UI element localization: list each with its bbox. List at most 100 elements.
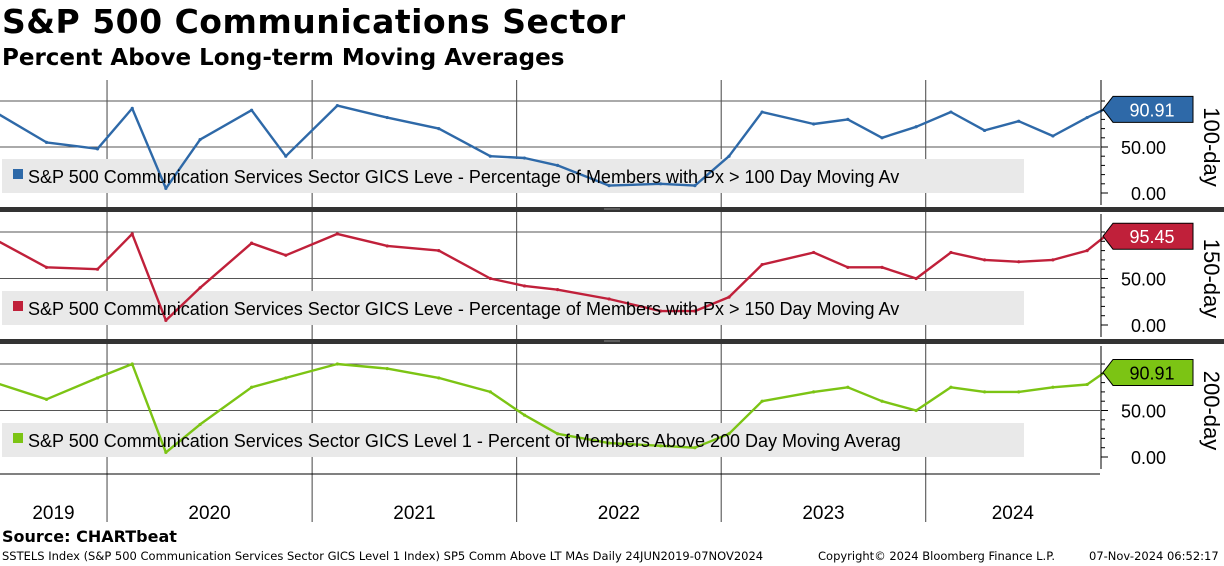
series-point bbox=[555, 432, 560, 436]
series-point bbox=[198, 286, 202, 290]
last-value-label: 90.91 bbox=[1129, 100, 1174, 120]
legend-label: S&P 500 Communication Services Sector GI… bbox=[28, 167, 899, 187]
legend-swatch bbox=[13, 169, 23, 179]
series-point bbox=[949, 385, 953, 389]
panel-side-label: 100-day bbox=[1199, 107, 1224, 187]
series-point bbox=[812, 390, 816, 394]
series-point bbox=[385, 115, 389, 120]
y-tick-label: 50.00 bbox=[1121, 138, 1166, 158]
series-point bbox=[880, 136, 884, 140]
legend-swatch bbox=[13, 301, 23, 311]
series-point bbox=[1017, 260, 1021, 264]
series-point bbox=[760, 262, 764, 267]
y-tick-label: 50.00 bbox=[1121, 270, 1166, 290]
legend-swatch bbox=[13, 433, 23, 443]
series-point bbox=[488, 154, 492, 158]
series-point bbox=[555, 163, 560, 167]
series-point bbox=[522, 284, 527, 288]
series-point bbox=[95, 376, 100, 380]
series-point bbox=[914, 276, 918, 281]
source-label: Source: CHARTbeat bbox=[2, 527, 177, 546]
y-tick-label: 50.00 bbox=[1121, 402, 1166, 422]
series-point bbox=[130, 362, 134, 366]
series-point bbox=[914, 125, 918, 129]
series-point bbox=[659, 444, 663, 448]
x-tick-label: 2019 bbox=[32, 503, 74, 524]
last-value-tag bbox=[1102, 222, 1194, 250]
legend-box bbox=[2, 291, 1024, 325]
last-value-label: 95.45 bbox=[1129, 227, 1174, 247]
series-point bbox=[385, 367, 389, 371]
series-point bbox=[693, 446, 697, 450]
chart-title: S&P 500 Communications Sector bbox=[2, 2, 626, 41]
series-point bbox=[949, 110, 953, 114]
last-value-label: 90.91 bbox=[1129, 363, 1174, 383]
chart-subtitle: Percent Above Long-term Moving Averages bbox=[2, 45, 565, 71]
series-point bbox=[164, 186, 168, 190]
footer-timestamp: 07-Nov-2024 06:52:17 bbox=[1089, 549, 1219, 563]
series-point bbox=[760, 110, 764, 114]
y-tick-label: 0.00 bbox=[1131, 184, 1166, 204]
x-tick-label: 2020 bbox=[188, 503, 230, 524]
series-point bbox=[335, 362, 339, 366]
footer-copyright: Copyright© 2024 Bloomberg Finance L.P. bbox=[818, 549, 1055, 563]
series-point bbox=[198, 138, 202, 142]
series-point bbox=[250, 385, 254, 389]
series-point bbox=[727, 295, 731, 299]
legend-label: S&P 500 Communication Services Sector GI… bbox=[28, 299, 899, 319]
series-point bbox=[164, 450, 168, 454]
series-point bbox=[437, 249, 441, 253]
series-point bbox=[522, 156, 527, 160]
series-point bbox=[555, 288, 560, 292]
series-point bbox=[437, 376, 441, 380]
series-point bbox=[846, 265, 850, 269]
chart-area: 2019 2020 2021 2022 2023 2024 S&P 500 Communic… bbox=[0, 80, 1224, 524]
series-point bbox=[693, 309, 697, 313]
series-point bbox=[335, 104, 339, 108]
series-point bbox=[727, 432, 731, 436]
series-point bbox=[846, 117, 850, 121]
footer-index-description: SSTELS Index (S&P 500 Communication Serv… bbox=[2, 549, 764, 563]
x-tick-label: 2024 bbox=[992, 503, 1035, 524]
panel-side-label: 200-day bbox=[1199, 371, 1224, 451]
series-point bbox=[846, 385, 850, 389]
x-tick-label: 2022 bbox=[598, 503, 640, 524]
series-point bbox=[1085, 249, 1089, 253]
series-point bbox=[812, 122, 816, 126]
series-point bbox=[607, 441, 611, 445]
series-point bbox=[44, 140, 49, 144]
legend-box bbox=[2, 423, 1024, 457]
series-point bbox=[250, 108, 254, 112]
series-point bbox=[1017, 390, 1021, 394]
series-point bbox=[607, 184, 611, 188]
series-point bbox=[95, 147, 100, 151]
series-point bbox=[1085, 382, 1089, 387]
series-point bbox=[130, 106, 134, 110]
series-point bbox=[385, 244, 389, 248]
series-point bbox=[1051, 134, 1055, 138]
series-point bbox=[198, 422, 202, 427]
series-point bbox=[284, 376, 288, 380]
series-point bbox=[1017, 119, 1021, 123]
series-point bbox=[812, 250, 816, 255]
series-point bbox=[982, 258, 987, 262]
series-point bbox=[44, 265, 49, 269]
series-point bbox=[488, 276, 492, 281]
series-point bbox=[1051, 385, 1055, 389]
series-point bbox=[949, 250, 953, 255]
series-point bbox=[659, 182, 663, 186]
series-point bbox=[437, 127, 441, 131]
series-point bbox=[1085, 115, 1089, 120]
series-point bbox=[914, 408, 918, 413]
series-point bbox=[284, 154, 288, 158]
series-point bbox=[693, 184, 697, 188]
series-point bbox=[880, 265, 884, 269]
series-point bbox=[488, 390, 492, 394]
panel-side-label: 150-day bbox=[1199, 239, 1224, 319]
series-point bbox=[1051, 258, 1055, 262]
series-point bbox=[659, 309, 663, 313]
series-point bbox=[760, 399, 764, 403]
x-tick-label: 2021 bbox=[393, 503, 435, 524]
legend-label: S&P 500 Communication Services Sector GI… bbox=[28, 431, 901, 451]
series-point bbox=[250, 241, 254, 245]
